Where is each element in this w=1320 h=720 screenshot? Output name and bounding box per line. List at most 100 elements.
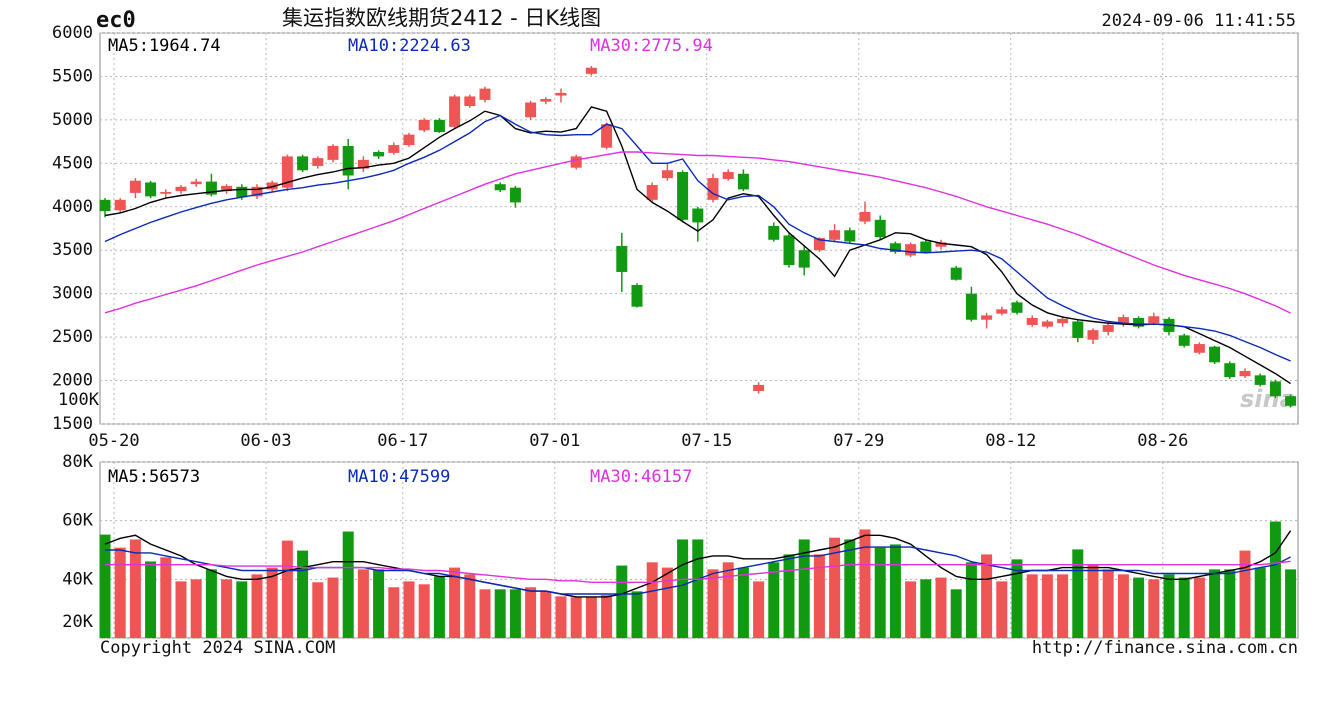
- candle-body: [342, 145, 354, 176]
- candle-body: [1285, 396, 1297, 406]
- volume-bar: [1087, 564, 1099, 638]
- volume-bar: [129, 539, 141, 638]
- volume-bar: [1102, 569, 1114, 638]
- volume-bar: [981, 554, 993, 638]
- volume-bar: [373, 569, 385, 638]
- volume-bar: [813, 554, 825, 638]
- candle-body: [1057, 318, 1069, 324]
- candle-body: [114, 199, 126, 211]
- candle-body: [601, 124, 613, 148]
- volume-bar: [692, 539, 704, 638]
- volume-bar: [950, 589, 962, 638]
- candle-body: [996, 309, 1008, 314]
- ma-line: [104, 106, 1291, 385]
- candle-body: [1224, 363, 1236, 378]
- candle-body: [813, 238, 825, 251]
- volume-bar: [297, 550, 309, 638]
- candle-body: [874, 219, 886, 238]
- x-tick-label: 08-12: [985, 431, 1036, 451]
- candle-body: [935, 242, 947, 247]
- candle-body: [357, 159, 369, 169]
- candle-body: [646, 185, 658, 200]
- volume-bar: [388, 587, 400, 638]
- ma-line: [104, 151, 1291, 314]
- candle-body: [1041, 321, 1053, 327]
- candle-body: [388, 145, 400, 153]
- volume-bar: [449, 567, 461, 638]
- candle-body: [631, 284, 643, 307]
- y-tick-label: 1500: [52, 414, 93, 434]
- candle-body: [1072, 321, 1084, 338]
- candle-body: [129, 180, 141, 193]
- y-tick-label: 4000: [52, 197, 93, 217]
- volume-bar: [783, 554, 795, 638]
- volume-bar: [99, 534, 111, 638]
- volume-bar: [1193, 577, 1205, 638]
- candle-body: [722, 172, 734, 179]
- candle-body: [905, 244, 917, 256]
- volume-bar: [1178, 577, 1190, 638]
- candle-body: [312, 158, 324, 166]
- x-tick-label: 05-20: [88, 431, 139, 451]
- candle-body: [1193, 344, 1205, 353]
- volume-bar: [464, 574, 476, 638]
- legend-entry: MA5:56573: [108, 467, 200, 487]
- legend-entry: MA30:2775.94: [590, 36, 713, 56]
- candle-body: [160, 192, 172, 194]
- volume-bar: [327, 577, 339, 638]
- volume-bar: [221, 579, 233, 638]
- volume-bar: [616, 565, 628, 638]
- volume-bar: [965, 562, 977, 638]
- candle-body: [1026, 317, 1038, 325]
- volume-bar: [1209, 569, 1221, 638]
- x-tick-label: 08-26: [1137, 431, 1188, 451]
- y-tick-label: 2000: [52, 371, 93, 391]
- volume-bar: [753, 581, 765, 638]
- volume-bar: [1011, 559, 1023, 638]
- volume-bar: [494, 589, 506, 638]
- volume-bar: [996, 581, 1008, 638]
- volume-bar: [1041, 574, 1053, 638]
- volume-bar: [236, 581, 248, 638]
- volume-bar: [768, 562, 780, 638]
- candle-body: [221, 185, 233, 192]
- x-tick-label: 06-17: [377, 431, 428, 451]
- volume-bar: [509, 589, 521, 638]
- legend-entry: MA10:47599: [348, 467, 450, 487]
- candle-body: [1239, 370, 1251, 377]
- y-tick-label: 3500: [52, 240, 93, 260]
- copyright: Copyright 2024 SINA.COM: [100, 638, 335, 658]
- candle-body: [99, 199, 111, 212]
- x-tick-label: 07-29: [833, 431, 884, 451]
- volume-bar: [570, 597, 582, 638]
- candle-body: [1269, 381, 1281, 397]
- x-tick-label: 07-01: [529, 431, 580, 451]
- volume-bar: [1057, 574, 1069, 638]
- volume-bar: [114, 547, 126, 638]
- candle-body: [1087, 330, 1099, 340]
- y-tick-label: 3000: [52, 284, 93, 304]
- volume-bar: [266, 567, 278, 638]
- candle-body: [1209, 346, 1221, 363]
- y-tick-label: 5000: [52, 110, 93, 130]
- candle-body: [403, 134, 415, 146]
- volume-bar: [646, 562, 658, 638]
- candle-body: [555, 92, 567, 96]
- candle-body: [509, 187, 521, 203]
- candle-body: [1117, 317, 1129, 324]
- legend-entry: MA10:2224.63: [348, 36, 471, 56]
- candle-body: [433, 119, 445, 133]
- volume-bar: [677, 539, 689, 638]
- volume-bar: [403, 581, 415, 638]
- volume-bar: [525, 587, 537, 638]
- volume-tick-label: 60K: [62, 511, 93, 531]
- volume-bar: [1224, 569, 1236, 638]
- volume-bar: [540, 591, 552, 638]
- ma-line: [105, 560, 1291, 583]
- volume-bar: [357, 569, 369, 638]
- legend-entry: MA5:1964.74: [108, 36, 221, 56]
- candle-body: [418, 119, 430, 131]
- volume-bar: [1269, 521, 1281, 638]
- candle-body: [920, 241, 932, 252]
